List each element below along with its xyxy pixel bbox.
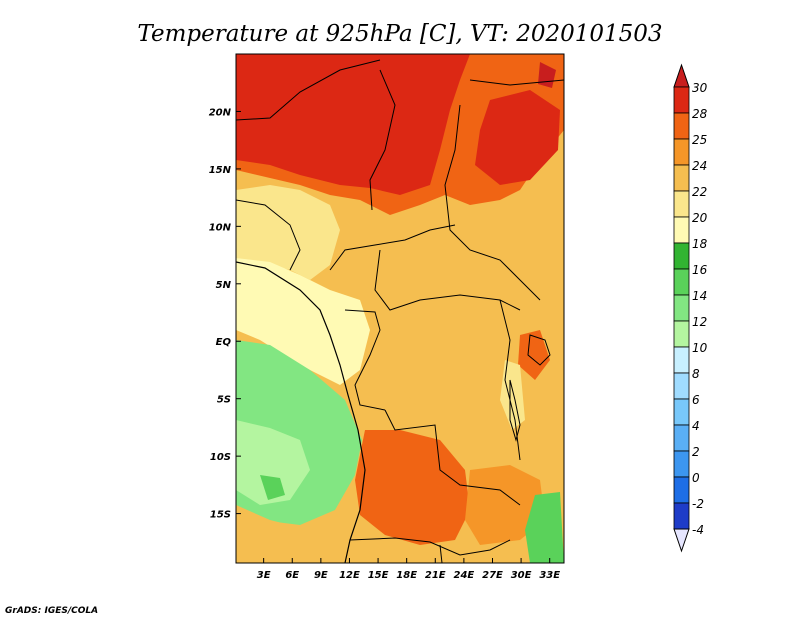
- temperature-field: [236, 54, 564, 563]
- y-axis: 20N 15N 10N 5N EQ 5S 10S 15S: [209, 107, 241, 521]
- colorbar-label: 14: [692, 289, 707, 303]
- coastline: [236, 261, 366, 563]
- colorbar-label: -2: [692, 497, 704, 511]
- field-region: [236, 185, 340, 280]
- x-tick-label: 27E: [482, 570, 503, 581]
- colorbar-swatch: [673, 112, 690, 140]
- field-region: [355, 430, 470, 545]
- y-tick-label: EQ: [216, 337, 232, 348]
- colorbar-label: 20: [692, 211, 708, 225]
- field-region: [500, 360, 525, 430]
- y-tick-label: 10S: [210, 452, 231, 463]
- country-borders: [236, 59, 564, 563]
- colorbar-swatch: [673, 164, 690, 192]
- colorbar-label: 24: [692, 159, 707, 173]
- x-tick-label: 18E: [396, 570, 417, 581]
- colorbar-swatch: [673, 450, 690, 478]
- colorbar-label: 16: [692, 263, 708, 277]
- colorbar-label: 12: [692, 315, 707, 329]
- x-tick-label: 6E: [285, 570, 299, 581]
- colorbar-label: 0: [692, 471, 700, 485]
- colorbar-swatch: [673, 190, 690, 218]
- colorbar-bottom-arrow: [673, 528, 690, 553]
- colorbar-swatch: [673, 86, 690, 114]
- colorbar-label: 4: [692, 419, 700, 433]
- border-line: [236, 59, 381, 121]
- colorbar-swatch: [673, 242, 690, 270]
- colorbar-swatch: [673, 268, 690, 296]
- y-tick-label: 5N: [216, 280, 232, 291]
- x-tick-label: 24E: [454, 570, 475, 581]
- field-region: [380, 268, 530, 425]
- y-tick-label: 20N: [209, 107, 232, 118]
- colorbar-label: 30: [692, 81, 708, 95]
- colorbar-swatch: [673, 502, 690, 530]
- lake-outline: [527, 334, 551, 366]
- colorbar-label: 28: [692, 107, 708, 121]
- colorbar-label: 18: [692, 237, 708, 251]
- field-region: [236, 420, 310, 505]
- colorbar-swatch: [673, 346, 690, 374]
- colorbar-swatch: [673, 424, 690, 452]
- border-line: [499, 299, 521, 461]
- grads-credit: GrADS: IGES/COLA: [5, 606, 98, 616]
- y-tick-label: 15S: [210, 510, 231, 521]
- border-line: [329, 224, 456, 271]
- colorbar-label: 2: [692, 445, 700, 459]
- colorbar-swatch: [673, 476, 690, 504]
- x-tick-label: 33E: [539, 570, 560, 581]
- x-tick-label: 9E: [314, 570, 328, 581]
- lake-outline: [509, 379, 521, 442]
- colorbar-swatch: [673, 294, 690, 322]
- colorbar-label: 6: [692, 393, 700, 407]
- field-region: [236, 505, 345, 563]
- border-line: [439, 544, 443, 563]
- colorbar-swatch: [673, 398, 690, 426]
- colorbar-label: 25: [692, 133, 707, 147]
- plot-frame: [235, 53, 565, 564]
- y-tick-label: 5S: [217, 395, 231, 406]
- field-region: [465, 465, 545, 545]
- border-line: [444, 104, 541, 301]
- colorbar-swatch: [673, 372, 690, 400]
- border-line: [349, 537, 511, 556]
- colorbar-swatch: [673, 216, 690, 244]
- field-region: [236, 54, 470, 195]
- border-line: [369, 69, 396, 211]
- colorbar-label: 22: [692, 185, 707, 199]
- field-region: [475, 90, 560, 185]
- border-line: [344, 309, 386, 411]
- colorbar-swatch: [673, 138, 690, 166]
- x-tick-label: 3E: [257, 570, 271, 581]
- y-tick-label: 15N: [209, 165, 232, 176]
- x-tick-label: 21E: [425, 570, 446, 581]
- x-tick-label: 15E: [368, 570, 389, 581]
- colorbar-label: 8: [692, 367, 700, 381]
- border-line: [384, 409, 521, 506]
- colorbar-label: 10: [692, 341, 708, 355]
- x-tick-label: 12E: [339, 570, 360, 581]
- field-region: [525, 492, 564, 563]
- colorbar-top-arrow: [673, 63, 690, 88]
- chart-title: Temperature at 925hPa [C], VT: 202010150…: [137, 21, 662, 47]
- colorbar-swatch: [673, 320, 690, 348]
- x-tick-label: 30E: [511, 570, 532, 581]
- y-tick-label: 10N: [209, 222, 232, 233]
- border-line: [236, 199, 301, 271]
- field-region: [518, 330, 550, 380]
- x-axis: 3E 6E 9E 12E 15E 18E 21E 24E 27E 30E 33E: [257, 558, 560, 581]
- colorbar-label: -4: [692, 523, 704, 537]
- border-line: [469, 79, 564, 86]
- field-region: [260, 475, 285, 500]
